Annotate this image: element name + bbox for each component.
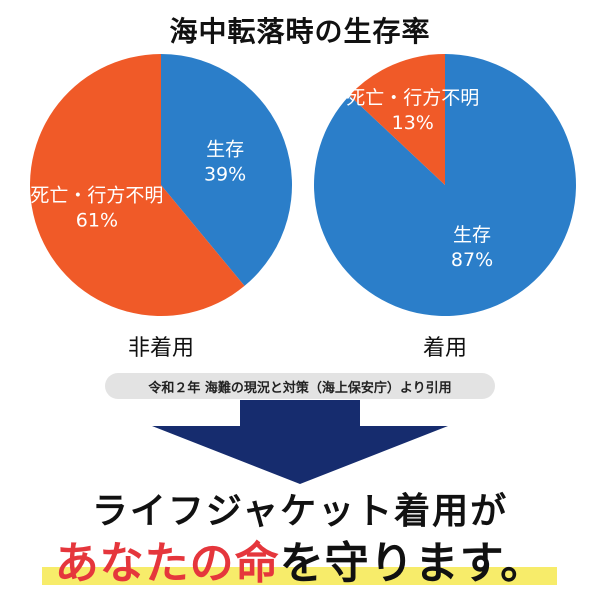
pie-slice-label: 生存 <box>206 138 244 160</box>
pie-slice-label: 死亡・行方不明 <box>346 87 479 109</box>
slogan-line-2: あなたの命を守ります。 <box>0 527 600 591</box>
pie-slice-death-missing <box>29 54 245 317</box>
pie-slice-value: 39% <box>204 163 246 185</box>
slogan-rest: を守ります。 <box>279 538 546 589</box>
pie-slice-value: 61% <box>76 210 118 232</box>
slogan-line-1: ライフジャケット着用が <box>91 491 509 532</box>
pie-chart-wearing: 生存 87% 死亡・行方不明 13% <box>314 54 576 316</box>
down-arrow-icon <box>152 400 448 484</box>
pie-slice-death-missing <box>349 54 445 185</box>
pie-slice-value: 87% <box>451 249 493 271</box>
pie-slice-value: 13% <box>392 112 434 134</box>
slogan-emphasis: あなたの命 <box>54 538 280 589</box>
chart-title: 海中転落時の生存率 <box>169 15 431 48</box>
pie-slice-label: 生存 <box>453 224 491 246</box>
pie-caption-non-wearing: 非着用 <box>127 336 194 361</box>
pie-slice-survival <box>161 54 292 286</box>
source-citation: 令和２年 海難の現況と対策（海上保安庁）より引用 <box>105 373 495 399</box>
slogan-highlight <box>42 567 557 585</box>
pie-chart-non-wearing: 生存 39% 死亡・行方不明 61% <box>29 54 292 317</box>
source-text: 令和２年 海難の現況と対策（海上保安庁）より引用 <box>148 380 452 396</box>
pie-caption-wearing: 着用 <box>422 336 467 361</box>
pie-slice-label: 死亡・行方不明 <box>30 185 163 207</box>
